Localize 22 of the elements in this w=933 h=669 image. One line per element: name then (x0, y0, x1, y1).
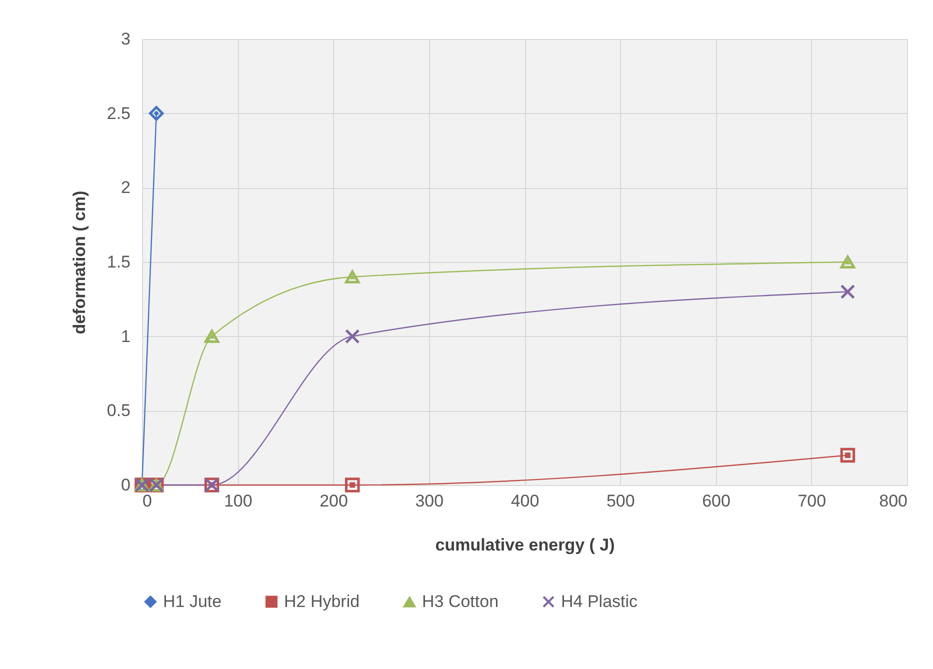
y-tick-label: 0 (121, 476, 130, 494)
legend-label: H1 Jute (163, 592, 222, 611)
legend-label: H3 Cotton (422, 592, 499, 612)
y-tick-label: 0.5 (106, 401, 130, 420)
legend-label: H4 Plastic (561, 592, 638, 611)
y-tick-label: 2 (121, 178, 130, 198)
y-tick-label: 1.5 (106, 252, 130, 272)
y-tick-label: 2.5 (106, 104, 130, 123)
x-tick-label: 0 (142, 492, 152, 510)
x-tick-label: 600 (702, 492, 730, 510)
y-tick-label: 3 (121, 30, 130, 48)
x-tick-label: 500 (606, 492, 635, 510)
y-axis-title: deformation ( cm) (70, 190, 89, 334)
x-tick-label: 400 (510, 492, 540, 510)
x-axis-title: cumulative energy ( J) (435, 536, 615, 554)
x-tick-label: 100 (224, 492, 252, 510)
legend-label: H2 Hybrid (284, 592, 360, 611)
x-tick-label: 700 (798, 492, 826, 510)
y-tick-label: 1 (121, 326, 130, 346)
x-tick-label: 800 (879, 492, 908, 510)
x-tick-label: 200 (320, 492, 348, 510)
x-tick-label: 300 (415, 492, 444, 510)
